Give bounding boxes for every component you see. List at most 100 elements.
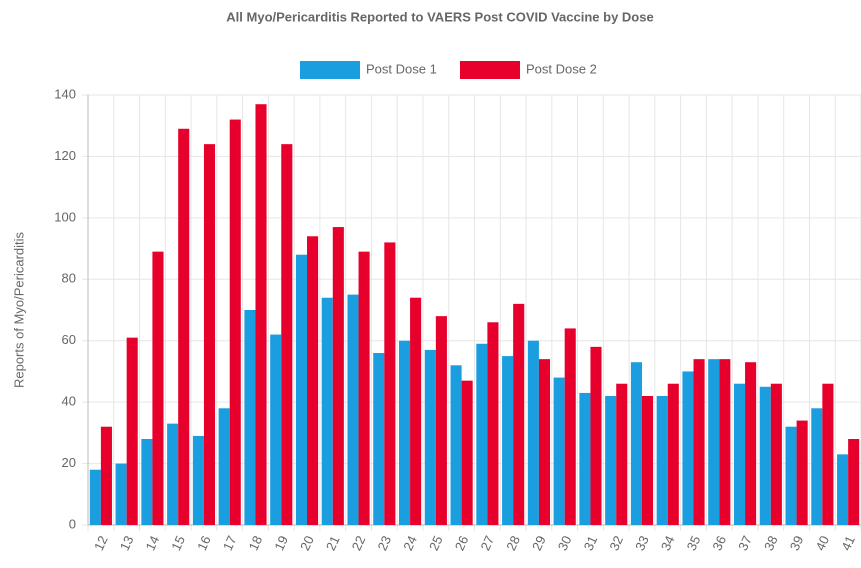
legend-swatch bbox=[300, 61, 360, 79]
x-tick-label: 13 bbox=[117, 533, 137, 552]
chart-title: All Myo/Pericarditis Reported to VAERS P… bbox=[226, 9, 653, 24]
bar bbox=[785, 426, 797, 525]
x-tick-label: 26 bbox=[452, 533, 472, 552]
x-tick-label: 39 bbox=[787, 533, 807, 552]
bar bbox=[89, 469, 101, 525]
y-tick-label: 40 bbox=[62, 394, 76, 409]
bar bbox=[100, 426, 112, 525]
x-tick-label: 12 bbox=[91, 533, 111, 552]
bar bbox=[848, 439, 860, 525]
bar bbox=[384, 242, 396, 525]
bar bbox=[759, 386, 771, 525]
x-tick-label: 20 bbox=[297, 533, 317, 552]
bar bbox=[527, 340, 539, 525]
bar bbox=[667, 383, 679, 525]
y-axis-label: Reports of Myo/Pericarditis bbox=[11, 231, 26, 388]
x-tick-label: 27 bbox=[478, 533, 498, 552]
bar bbox=[321, 297, 333, 525]
legend-swatch bbox=[460, 61, 520, 79]
legend-label: Post Dose 2 bbox=[526, 61, 597, 76]
x-tick-label: 37 bbox=[735, 533, 755, 552]
legend-label: Post Dose 1 bbox=[366, 61, 437, 76]
bar bbox=[564, 328, 576, 525]
y-tick-label: 0 bbox=[69, 516, 76, 531]
bar bbox=[244, 310, 256, 525]
bar bbox=[307, 236, 319, 526]
x-tick-label: 22 bbox=[349, 533, 369, 552]
bar bbox=[192, 435, 204, 525]
bar bbox=[141, 439, 153, 525]
y-tick-label: 120 bbox=[54, 148, 76, 163]
x-tick-label: 17 bbox=[220, 533, 240, 552]
bar bbox=[167, 423, 179, 525]
y-tick-label: 20 bbox=[62, 455, 76, 470]
bar bbox=[399, 340, 411, 525]
bar bbox=[616, 383, 628, 525]
bar bbox=[538, 359, 550, 525]
bar bbox=[435, 316, 447, 525]
bar bbox=[708, 359, 720, 525]
x-tick-label: 28 bbox=[503, 533, 523, 552]
bar bbox=[373, 353, 385, 525]
bar bbox=[218, 408, 230, 525]
x-tick-label: 40 bbox=[812, 533, 832, 552]
bar bbox=[295, 254, 308, 525]
x-tick-label: 34 bbox=[658, 533, 678, 552]
bar bbox=[733, 383, 746, 525]
x-tick-label: 36 bbox=[709, 533, 729, 552]
bar bbox=[476, 343, 488, 525]
bar bbox=[641, 396, 654, 525]
bar bbox=[605, 396, 617, 525]
bar bbox=[796, 420, 808, 525]
x-tick-label: 35 bbox=[684, 533, 704, 552]
bar bbox=[152, 251, 164, 525]
bar bbox=[770, 383, 782, 525]
x-tick-label: 14 bbox=[143, 533, 163, 552]
x-tick-label: 32 bbox=[606, 533, 626, 552]
x-tick-label: 21 bbox=[323, 533, 343, 552]
x-tick-label: 29 bbox=[529, 533, 549, 552]
bar bbox=[553, 377, 565, 525]
x-tick-label: 30 bbox=[555, 533, 575, 552]
bar bbox=[811, 408, 823, 525]
bar bbox=[693, 359, 705, 525]
bar bbox=[178, 128, 190, 526]
bar bbox=[513, 303, 525, 525]
x-tick-label: 41 bbox=[838, 533, 858, 552]
bar bbox=[255, 104, 267, 525]
bar bbox=[410, 297, 422, 525]
x-tick-label: 18 bbox=[246, 533, 266, 552]
bar bbox=[358, 251, 370, 525]
x-tick-label: 38 bbox=[761, 533, 781, 552]
bar bbox=[229, 119, 241, 526]
bar bbox=[719, 359, 731, 525]
bar bbox=[203, 144, 216, 525]
x-tick-label: 19 bbox=[271, 533, 291, 552]
x-tick-label: 31 bbox=[581, 533, 601, 552]
x-tick-label: 16 bbox=[194, 533, 214, 552]
x-tick-label: 15 bbox=[168, 533, 188, 552]
bar bbox=[487, 322, 499, 525]
bar bbox=[682, 371, 694, 525]
bar bbox=[450, 365, 462, 525]
bar bbox=[745, 362, 757, 525]
x-tick-label: 24 bbox=[400, 533, 420, 552]
bar bbox=[630, 362, 642, 525]
y-tick-label: 60 bbox=[62, 332, 76, 347]
x-tick-label: 23 bbox=[374, 533, 394, 552]
bar bbox=[126, 337, 138, 525]
bar bbox=[424, 349, 436, 525]
bar bbox=[579, 392, 591, 525]
bar bbox=[822, 383, 834, 525]
y-tick-label: 100 bbox=[54, 209, 76, 224]
bar bbox=[502, 356, 514, 525]
bar bbox=[461, 380, 473, 525]
bar bbox=[115, 463, 127, 525]
x-tick-label: 25 bbox=[426, 533, 446, 552]
bar bbox=[656, 396, 668, 525]
bar bbox=[281, 144, 293, 525]
x-tick-label: 33 bbox=[632, 533, 652, 552]
y-tick-label: 140 bbox=[54, 86, 76, 101]
bar bbox=[837, 454, 849, 525]
